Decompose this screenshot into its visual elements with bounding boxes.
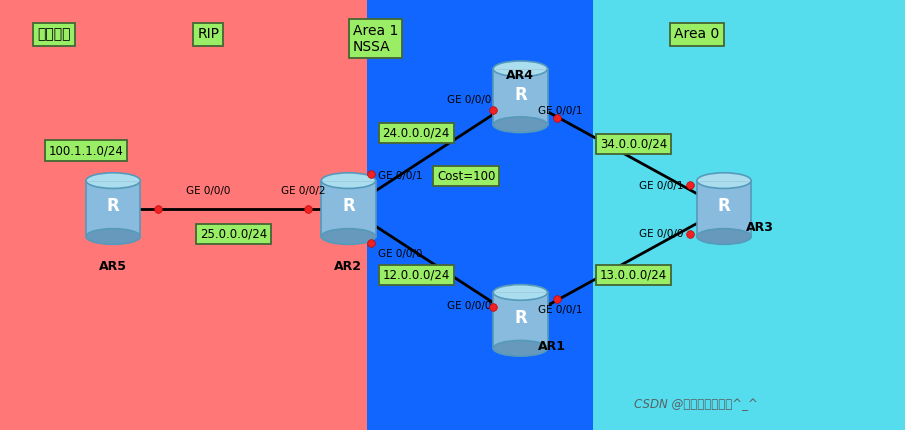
Text: GE 0/0/1: GE 0/0/1 xyxy=(378,171,423,181)
Text: GE 0/0/1: GE 0/0/1 xyxy=(538,305,583,315)
FancyBboxPatch shape xyxy=(593,0,905,430)
Text: Cost=100: Cost=100 xyxy=(437,170,495,183)
FancyBboxPatch shape xyxy=(697,181,751,237)
Text: GE 0/0/2: GE 0/0/2 xyxy=(281,186,326,196)
Text: 25.0.0.0/24: 25.0.0.0/24 xyxy=(200,228,267,241)
FancyBboxPatch shape xyxy=(0,0,367,430)
Text: AR1: AR1 xyxy=(538,340,566,353)
Text: AR5: AR5 xyxy=(100,260,127,273)
FancyBboxPatch shape xyxy=(493,292,548,348)
Ellipse shape xyxy=(493,341,548,356)
Text: GE 0/0/0: GE 0/0/0 xyxy=(378,249,423,259)
Ellipse shape xyxy=(697,173,751,188)
Text: R: R xyxy=(514,309,527,327)
Text: 外部区域: 外部区域 xyxy=(37,28,71,41)
Text: CSDN @哈都学的小菜鸡^_^: CSDN @哈都学的小菜鸡^_^ xyxy=(634,398,757,411)
Text: R: R xyxy=(718,197,730,215)
Text: AR2: AR2 xyxy=(335,260,362,273)
Text: RIP: RIP xyxy=(197,28,219,41)
Text: AR3: AR3 xyxy=(747,221,774,234)
Text: GE 0/0/1: GE 0/0/1 xyxy=(639,181,683,190)
Text: GE 0/0/0: GE 0/0/0 xyxy=(639,229,683,239)
Text: AR4: AR4 xyxy=(507,69,534,82)
FancyBboxPatch shape xyxy=(367,0,593,430)
FancyBboxPatch shape xyxy=(86,181,140,237)
Ellipse shape xyxy=(321,229,376,244)
Text: R: R xyxy=(514,86,527,104)
FancyBboxPatch shape xyxy=(493,69,548,125)
Ellipse shape xyxy=(493,285,548,300)
Text: Area 1
NSSA: Area 1 NSSA xyxy=(353,24,398,54)
Text: GE 0/0/1: GE 0/0/1 xyxy=(538,106,583,116)
Ellipse shape xyxy=(86,173,140,188)
Text: 34.0.0.0/24: 34.0.0.0/24 xyxy=(600,138,667,150)
Text: GE 0/0/0: GE 0/0/0 xyxy=(447,95,491,105)
Ellipse shape xyxy=(321,173,376,188)
Ellipse shape xyxy=(493,61,548,77)
FancyBboxPatch shape xyxy=(321,181,376,237)
Ellipse shape xyxy=(697,229,751,244)
Text: 24.0.0.0/24: 24.0.0.0/24 xyxy=(383,127,450,140)
Text: 12.0.0.0/24: 12.0.0.0/24 xyxy=(383,269,450,282)
Text: 13.0.0.0/24: 13.0.0.0/24 xyxy=(600,269,667,282)
Text: Area 0: Area 0 xyxy=(674,28,719,41)
Ellipse shape xyxy=(493,117,548,132)
Ellipse shape xyxy=(86,229,140,244)
Text: R: R xyxy=(342,197,355,215)
Text: GE 0/0/0: GE 0/0/0 xyxy=(186,186,230,196)
Text: 100.1.1.0/24: 100.1.1.0/24 xyxy=(49,144,123,157)
Text: GE 0/0/0: GE 0/0/0 xyxy=(447,301,491,311)
Text: R: R xyxy=(107,197,119,215)
